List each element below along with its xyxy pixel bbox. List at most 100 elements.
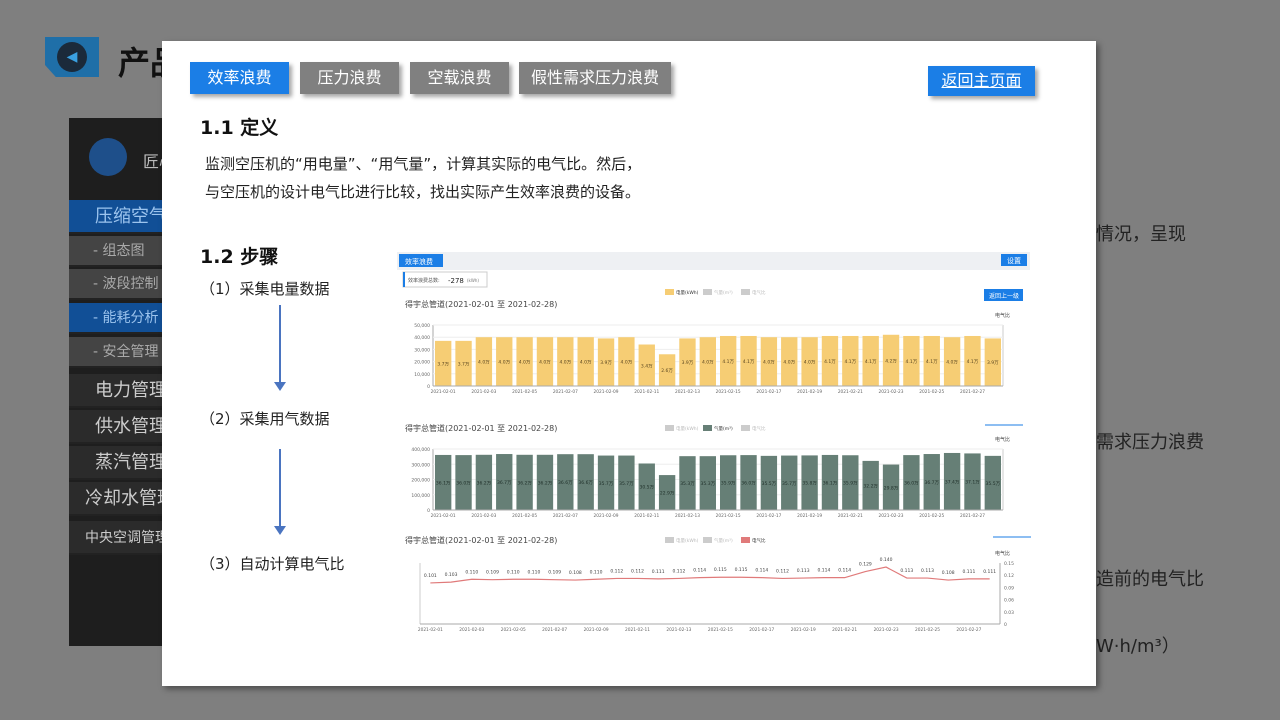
bar[interactable] — [903, 335, 920, 386]
bar[interactable] — [760, 337, 778, 386]
bar[interactable] — [455, 455, 472, 510]
legend-label[interactable]: 电气比 — [752, 289, 766, 296]
bar[interactable] — [699, 456, 716, 510]
return-home-button[interactable]: 返回主页面 — [928, 66, 1035, 96]
bar[interactable] — [679, 338, 696, 386]
tab-pressure-waste[interactable]: 压力浪费 — [300, 62, 399, 94]
sidebar-item[interactable]: 供水管理 — [69, 410, 169, 444]
legend-swatch[interactable] — [741, 425, 750, 431]
x-tick-label: 2021-02-03 — [471, 389, 496, 395]
sidebar-item[interactable]: 蒸汽管理 — [69, 446, 169, 480]
back-button[interactable]: ◀ — [45, 37, 99, 77]
bar[interactable] — [435, 454, 452, 510]
sidebar-item[interactable]: - 波段控制 — [69, 269, 169, 300]
bar[interactable] — [516, 454, 533, 510]
bar[interactable] — [821, 454, 839, 510]
legend-swatch[interactable] — [665, 425, 674, 431]
bar[interactable] — [842, 335, 859, 386]
bar[interactable] — [821, 335, 839, 386]
bar[interactable] — [882, 464, 900, 510]
back-level-button[interactable] — [984, 289, 1023, 301]
bar-label: 4.2万 — [885, 358, 897, 364]
sidebar-item[interactable]: - 组态图 — [69, 236, 169, 267]
legend-label[interactable]: 气量(m³) — [714, 537, 733, 544]
bar[interactable] — [781, 337, 798, 386]
bar[interactable] — [536, 454, 554, 510]
bar[interactable] — [496, 337, 513, 386]
bar[interactable] — [658, 475, 676, 510]
bar[interactable] — [597, 338, 615, 386]
legend-swatch[interactable] — [703, 537, 712, 543]
bar[interactable] — [638, 463, 655, 510]
bar[interactable] — [557, 454, 574, 510]
bar[interactable] — [679, 456, 696, 510]
bar[interactable] — [577, 337, 594, 386]
bar[interactable] — [984, 338, 1001, 386]
bar[interactable] — [862, 460, 879, 510]
legend-label[interactable]: 气量(m³) — [714, 425, 733, 432]
bar[interactable] — [882, 334, 900, 386]
settings-label: 设置 — [1007, 256, 1021, 265]
legend-swatch[interactable] — [703, 425, 712, 431]
sidebar-item[interactable]: 冷却水管理 — [69, 482, 169, 516]
bar[interactable] — [801, 337, 818, 386]
bar[interactable] — [801, 455, 818, 510]
bar[interactable] — [984, 455, 1001, 510]
bar[interactable] — [943, 337, 961, 386]
bar[interactable] — [964, 335, 981, 386]
legend-label[interactable]: 电气比 — [752, 537, 766, 544]
sidebar-item[interactable]: 压缩空气 — [69, 200, 169, 234]
sidebar-item[interactable]: - 能耗分析 — [69, 303, 169, 334]
bar[interactable] — [740, 455, 757, 510]
bar[interactable] — [618, 337, 635, 386]
bar[interactable] — [699, 337, 716, 386]
legend-swatch[interactable] — [741, 537, 750, 543]
bar[interactable] — [496, 454, 513, 510]
bar[interactable] — [842, 455, 859, 510]
bar[interactable] — [720, 455, 737, 510]
sidebar-item[interactable]: 电力管理 — [69, 374, 169, 408]
sidebar-item[interactable]: 中央空调管理 — [69, 521, 169, 555]
bar[interactable] — [638, 344, 655, 386]
legend-label[interactable]: 气量(m³) — [714, 289, 733, 296]
legend-label[interactable]: 电量(kWh) — [676, 537, 699, 544]
legend-label[interactable]: 电气比 — [752, 425, 766, 432]
tab-idle-waste[interactable]: 空载浪费 — [410, 62, 509, 94]
bar[interactable] — [577, 454, 594, 510]
panel-tab[interactable] — [399, 254, 443, 267]
bar[interactable] — [720, 335, 737, 386]
bar[interactable] — [862, 335, 879, 386]
bar[interactable] — [597, 455, 615, 510]
bar[interactable] — [658, 354, 676, 386]
efficiency-chart-screenshot: 效率浪费 设置 效率浪费总数: -278 (kWh) 返回上一级 得宇总管道(2… — [395, 252, 1035, 633]
bar[interactable] — [740, 335, 757, 386]
bar[interactable] — [760, 455, 778, 510]
bar[interactable] — [903, 455, 920, 510]
bar[interactable] — [618, 455, 635, 510]
x-tick-label: 2021-02-15 — [716, 389, 741, 395]
bar[interactable] — [475, 337, 493, 386]
bar[interactable] — [923, 335, 940, 386]
tab-false-demand-pressure-waste[interactable]: 假性需求压力浪费 — [519, 62, 671, 94]
legend-swatch[interactable] — [665, 537, 674, 543]
bar[interactable] — [516, 337, 533, 386]
bar[interactable] — [435, 340, 452, 386]
legend-swatch[interactable] — [703, 289, 712, 295]
legend-label[interactable]: 电量(kWh) — [676, 289, 699, 296]
bar[interactable] — [455, 340, 472, 386]
settings-button[interactable] — [1001, 254, 1027, 266]
bar[interactable] — [557, 337, 574, 386]
bar[interactable] — [475, 454, 493, 510]
sidebar-item[interactable]: - 安全管理 — [69, 337, 169, 368]
bar[interactable] — [964, 453, 981, 510]
bar-label: 4.1万 — [926, 359, 938, 365]
bar[interactable] — [923, 454, 940, 510]
point-label: 0.108 — [569, 570, 582, 576]
bar[interactable] — [536, 337, 554, 386]
bar[interactable] — [781, 455, 798, 510]
legend-label[interactable]: 电量(kWh) — [676, 425, 699, 432]
legend-swatch[interactable] — [665, 289, 674, 295]
tab-efficiency-waste[interactable]: 效率浪费 — [190, 62, 289, 94]
bar[interactable] — [943, 452, 961, 510]
legend-swatch[interactable] — [741, 289, 750, 295]
